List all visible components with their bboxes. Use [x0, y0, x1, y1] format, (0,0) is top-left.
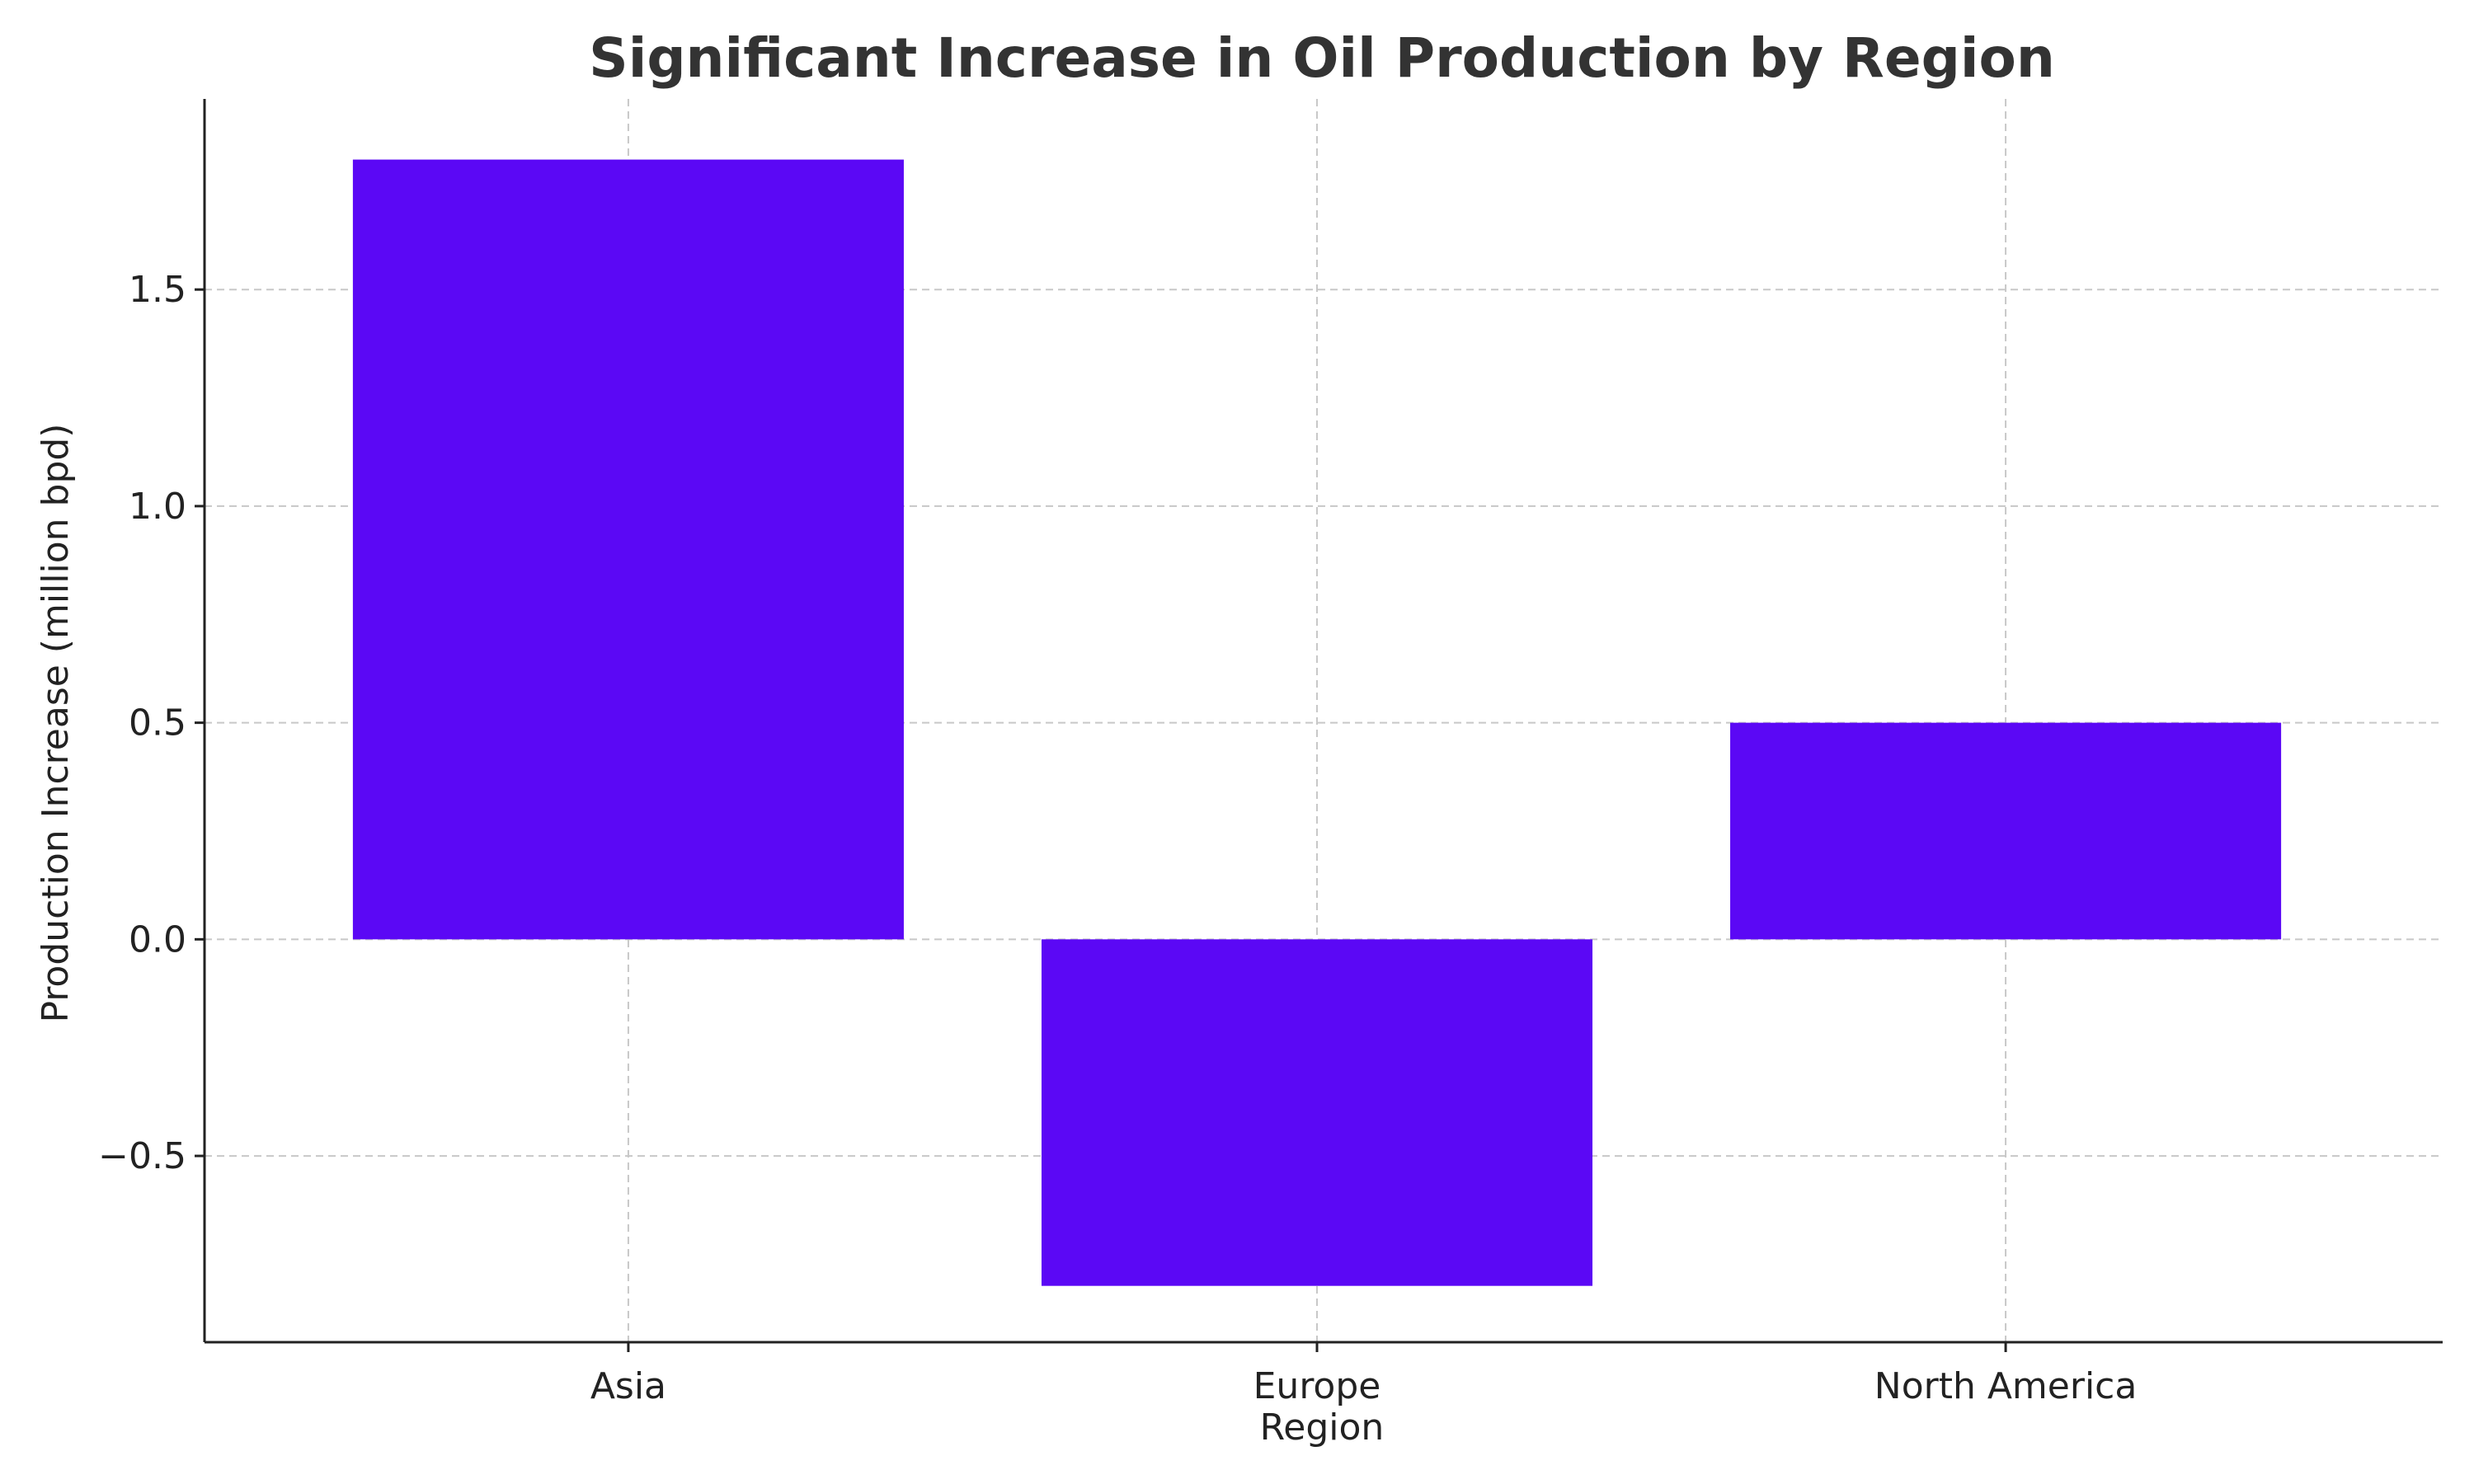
bar-asia — [352, 159, 904, 940]
bar-north-america — [1730, 722, 2282, 940]
ticks-layer: −0.5 0.0 0.5 1.0 1.5 Asia Europe North America — [98, 269, 2137, 1407]
x-tick-label: North America — [1874, 1365, 2138, 1407]
bars-layer — [352, 159, 2282, 1286]
x-tick-label: Europe — [1253, 1365, 1381, 1407]
chart-title: Significant Increase in Oil Production b… — [589, 26, 2055, 90]
y-axis-label: Production Increase (million bpd) — [35, 424, 77, 1023]
x-tick-label: Asia — [590, 1365, 666, 1407]
y-tick-label: 1.5 — [129, 269, 186, 311]
y-tick-label: 0.0 — [129, 918, 186, 960]
y-tick-label: −0.5 — [98, 1135, 186, 1177]
bar-europe — [1041, 939, 1593, 1286]
x-axis-label: Region — [1260, 1407, 1385, 1449]
axes-layer — [203, 99, 2443, 1344]
y-tick-label: 0.5 — [129, 702, 186, 744]
y-tick-label: 1.0 — [129, 486, 186, 528]
